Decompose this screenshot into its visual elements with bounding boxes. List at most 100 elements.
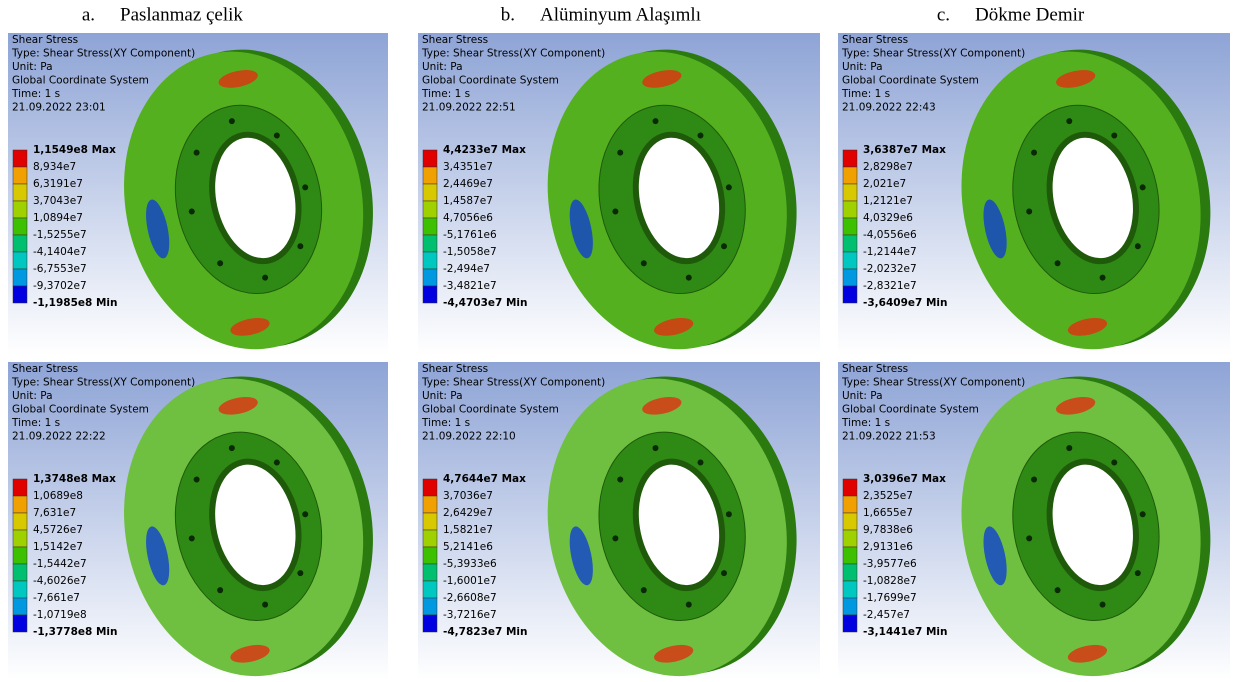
legend-band [423, 286, 437, 303]
info-line: Shear Stress [12, 34, 78, 46]
legend-band [423, 564, 437, 581]
legend-band [423, 496, 437, 513]
legend-label: 1,0894e7 [33, 212, 83, 224]
legend-label: 2,6429e7 [443, 507, 493, 519]
legend-band [423, 479, 437, 496]
info-line: Time: 1 s [841, 417, 890, 429]
info-line: Time: 1 s [841, 88, 890, 100]
figure: a.Paslanmaz çelikb.Alüminyum Alaşımlıc.D… [0, 0, 1241, 682]
legend-band [843, 564, 857, 581]
legend-label: 4,5726e7 [33, 524, 83, 536]
info-line: 21.09.2022 21:53 [842, 431, 936, 443]
legend-label: -1,6001e7 [443, 575, 497, 587]
legend-band [423, 269, 437, 286]
legend-label: 1,5142e7 [33, 541, 83, 553]
info-line: Time: 1 s [11, 417, 60, 429]
legend-label: 1,5821e7 [443, 524, 493, 536]
legend-band [423, 547, 437, 564]
info-line: Unit: Pa [842, 61, 883, 73]
legend-label: -4,1404e7 [33, 246, 87, 258]
info-line: Global Coordinate System [12, 75, 149, 87]
legend-label: 1,3748e8 Max [33, 473, 116, 485]
info-line: Global Coordinate System [422, 404, 559, 416]
info-line: Type: Shear Stress(XY Component) [841, 48, 1025, 60]
legend-band [13, 598, 27, 615]
legend-label: 2,8298e7 [863, 161, 913, 173]
legend-label: 1,1549e8 Max [33, 144, 116, 156]
legend-label: 3,7043e7 [33, 195, 83, 207]
legend-band [843, 615, 857, 632]
legend-band [843, 150, 857, 167]
legend-label: 4,4233e7 Max [443, 144, 526, 156]
legend-label: -1,7699e7 [863, 592, 917, 604]
legend-label: 1,6655e7 [863, 507, 913, 519]
info-line: Shear Stress [12, 363, 78, 375]
legend-label: 2,9131e6 [863, 541, 913, 553]
legend-band [843, 201, 857, 218]
legend-label: 3,4351e7 [443, 161, 493, 173]
legend-label: -2,494e7 [443, 263, 490, 275]
info-line: Time: 1 s [421, 88, 470, 100]
legend-label: 2,021e7 [863, 178, 906, 190]
legend-label: -2,0232e7 [863, 263, 917, 275]
caption-label: c. [937, 4, 950, 25]
legend-label: -1,5255e7 [33, 229, 87, 241]
result-panel: Shear Stress Type: Shear Stress(XY Compon… [418, 27, 824, 372]
result-panel: Shear StressType: Shear Stress(XY Compon… [418, 354, 824, 682]
legend-band [423, 184, 437, 201]
legend-band [13, 513, 27, 530]
legend-band [13, 581, 27, 598]
legend-band [13, 184, 27, 201]
legend-label: -5,1761e6 [443, 229, 497, 241]
legend-label: -4,0556e6 [863, 229, 917, 241]
legend-label: 9,7838e6 [863, 524, 913, 536]
legend-band [13, 218, 27, 235]
legend-label: 1,4587e7 [443, 195, 493, 207]
legend-label: -4,6026e7 [33, 575, 87, 587]
legend-band [423, 615, 437, 632]
result-panel: Shear StressType: Shear Stress(XY Compon… [838, 354, 1237, 682]
legend-band [843, 581, 857, 598]
legend-band [843, 513, 857, 530]
legend-label: -4,7823e7 Min [443, 626, 527, 638]
legend-label: -3,7216e7 [443, 609, 497, 621]
legend-label: -4,4703e7 Min [443, 297, 527, 309]
caption-title: Dökme Demir [975, 4, 1085, 25]
info-line: Global Coordinate System [12, 404, 149, 416]
legend-label: -1,3778e8 Min [33, 626, 117, 638]
legend-band [423, 530, 437, 547]
legend-band [843, 252, 857, 269]
legend-label: -1,1985e8 Min [33, 297, 117, 309]
info-line: 21.09.2022 22:43 [842, 102, 936, 114]
legend-band [13, 269, 27, 286]
legend-band [843, 496, 857, 513]
legend-label: 6,3191e7 [33, 178, 83, 190]
legend-band [13, 235, 27, 252]
info-line: Unit: Pa [12, 61, 53, 73]
info-line: 21.09.2022 22:51 [422, 102, 516, 114]
legend-band [13, 150, 27, 167]
info-line: Shear Stress [422, 34, 488, 46]
legend-band [423, 218, 437, 235]
legend-band [843, 218, 857, 235]
legend-band [423, 150, 437, 167]
legend-label: -9,3702e7 [33, 280, 87, 292]
legend-band [13, 167, 27, 184]
legend-band [843, 530, 857, 547]
legend-label: -7,661e7 [33, 592, 80, 604]
legend-label: 2,4469e7 [443, 178, 493, 190]
legend-band [423, 598, 437, 615]
info-line: Type: Shear Stress(XY Component) [421, 48, 605, 60]
legend-label: -2,6608e7 [443, 592, 497, 604]
legend-band [13, 252, 27, 269]
info-line: Time: 1 s [11, 88, 60, 100]
legend-label: 3,7036e7 [443, 490, 493, 502]
legend-label: -6,7553e7 [33, 263, 87, 275]
legend-band [843, 479, 857, 496]
legend-label: 5,2141e6 [443, 541, 493, 553]
info-line: Global Coordinate System [422, 75, 559, 87]
legend-band [843, 235, 857, 252]
legend-band [423, 235, 437, 252]
result-panel: Shear StressType: Shear Stress(XY Compon… [8, 27, 400, 372]
